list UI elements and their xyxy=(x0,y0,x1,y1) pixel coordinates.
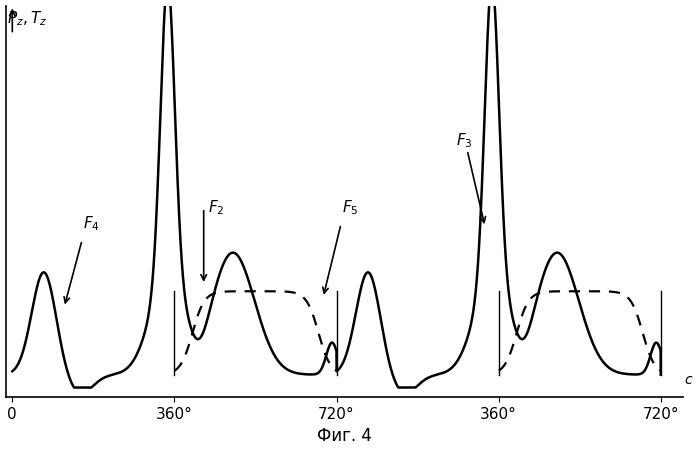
Text: $P_z, T_z$: $P_z, T_z$ xyxy=(7,9,47,28)
Text: $F_5$: $F_5$ xyxy=(343,199,359,217)
Text: $F_4$: $F_4$ xyxy=(83,215,101,234)
Text: $F_3$: $F_3$ xyxy=(456,131,473,150)
Text: $c$: $c$ xyxy=(684,373,693,387)
X-axis label: Фиг. 4: Фиг. 4 xyxy=(317,428,372,446)
Text: $F_2$: $F_2$ xyxy=(208,198,224,217)
